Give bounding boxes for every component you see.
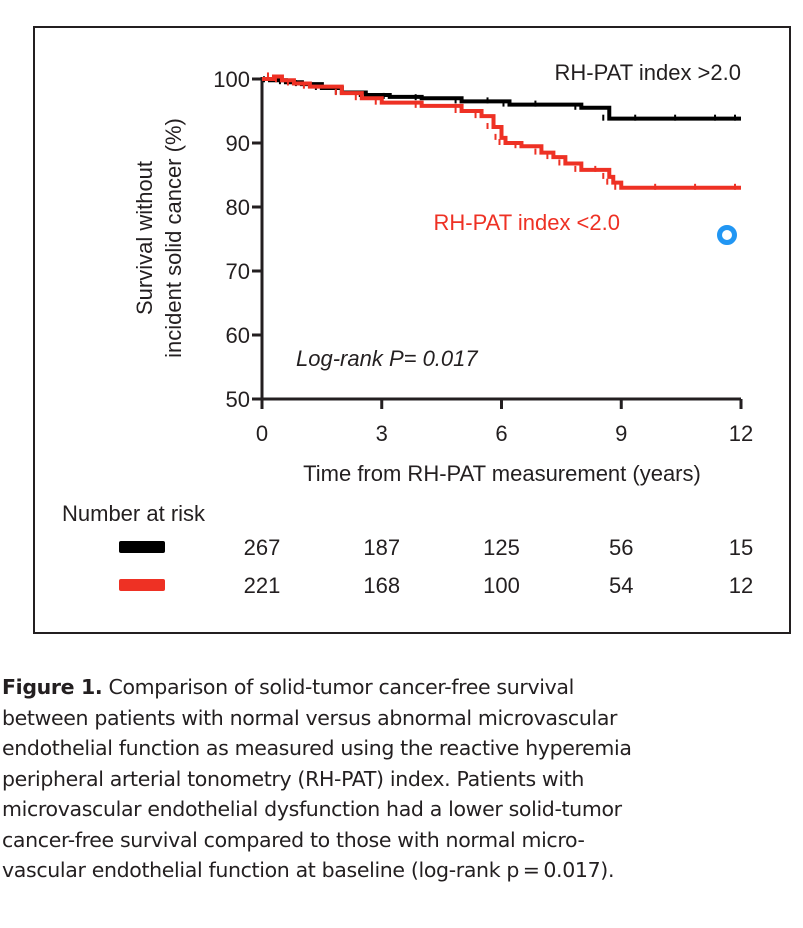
risk-count: 56 bbox=[609, 535, 633, 560]
km-chart: 50 60 70 80 90 100 0 3 6 9 12 Survival without inc… bbox=[62, 60, 753, 598]
caption-line: peripheral arterial tonometry (RH-PAT) i… bbox=[2, 766, 585, 791]
figure-caption: Figure 1. Comparison of solid-tumor canc… bbox=[2, 672, 802, 886]
y-tick-label: 90 bbox=[226, 131, 250, 156]
figure-frame bbox=[33, 26, 791, 634]
risk-count: 125 bbox=[483, 535, 520, 560]
x-tick-label: 12 bbox=[729, 421, 753, 446]
caption-line: vascular endothelial function at baselin… bbox=[2, 858, 615, 882]
risk-row-swatch bbox=[119, 541, 165, 553]
caption-line: cancer-free survival compared to those w… bbox=[2, 827, 585, 852]
risk-count: 15 bbox=[729, 535, 753, 560]
risk-count: 221 bbox=[244, 573, 281, 598]
number-at-risk-title: Number at risk bbox=[62, 501, 206, 526]
series-label-high: RH-PAT index >2.0 bbox=[555, 60, 741, 85]
caption-line: Comparison of solid-tumor cancer-free su… bbox=[108, 675, 575, 699]
caption-line: microvascular endothelial dysfunction ha… bbox=[2, 797, 622, 821]
y-tick-label: 70 bbox=[226, 259, 250, 284]
caption-line: between patients with normal versus abno… bbox=[2, 705, 618, 730]
logrank-annotation: Log-rank P= 0.017 bbox=[296, 346, 478, 371]
y-tick-label: 50 bbox=[226, 387, 250, 412]
caption-label: Figure 1. bbox=[2, 675, 103, 699]
x-tick-label: 6 bbox=[495, 421, 507, 446]
y-axis-label-line1: Survival without bbox=[132, 161, 157, 315]
curves bbox=[262, 72, 741, 190]
risk-count: 12 bbox=[729, 573, 753, 598]
risk-count: 54 bbox=[609, 573, 633, 598]
y-tick-label: 100 bbox=[213, 67, 250, 92]
risk-count: 100 bbox=[483, 573, 520, 598]
axes: 50 60 70 80 90 100 0 3 6 9 12 bbox=[213, 67, 753, 446]
survival-curve-low bbox=[262, 74, 741, 190]
x-tick-label: 3 bbox=[376, 421, 388, 446]
y-tick-label: 80 bbox=[226, 195, 250, 220]
x-tick-label: 9 bbox=[615, 421, 627, 446]
series-label-low: RH-PAT index <2.0 bbox=[434, 210, 620, 235]
x-tick-label: 0 bbox=[256, 421, 268, 446]
circle-outline-icon bbox=[717, 225, 737, 245]
caption-line: endothelial function as measured using t… bbox=[2, 736, 632, 760]
y-tick-label: 60 bbox=[226, 323, 250, 348]
risk-count: 267 bbox=[244, 535, 281, 560]
risk-count: 168 bbox=[363, 573, 400, 598]
y-axis-label-line2: incident solid cancer (%) bbox=[161, 118, 186, 358]
number-at-risk-table: 267 187 125 56 15 221 168 100 54 12 bbox=[119, 535, 753, 598]
x-axis-label: Time from RH-PAT measurement (years) bbox=[303, 461, 701, 486]
risk-row-swatch bbox=[119, 579, 165, 591]
risk-count: 187 bbox=[363, 535, 400, 560]
